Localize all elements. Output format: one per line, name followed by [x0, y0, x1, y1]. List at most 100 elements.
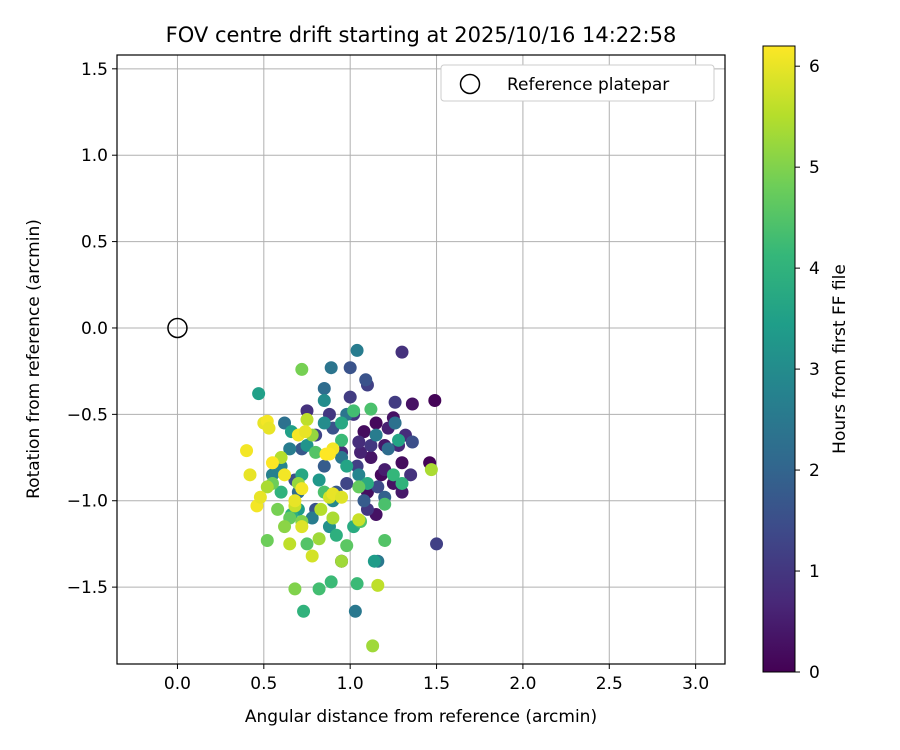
data-point	[335, 416, 349, 430]
data-point	[395, 456, 409, 470]
data-point	[364, 402, 378, 416]
y-tick-label: 0.0	[81, 319, 108, 339]
x-tick-label: 0.0	[164, 674, 191, 694]
x-axis-label: Angular distance from reference (arcmin)	[245, 707, 597, 727]
data-point	[381, 442, 395, 456]
data-point	[283, 442, 297, 456]
data-point	[335, 554, 349, 568]
data-point	[369, 428, 383, 442]
data-point	[317, 394, 331, 408]
reference-platepar-marker	[167, 317, 188, 339]
data-point	[352, 468, 366, 482]
data-points	[240, 343, 444, 653]
data-point	[278, 416, 292, 430]
data-point	[357, 425, 371, 439]
data-point	[335, 433, 349, 447]
data-point	[428, 394, 442, 408]
data-point	[300, 438, 314, 452]
data-point	[350, 577, 364, 591]
data-point	[357, 494, 371, 508]
data-point	[300, 413, 314, 427]
data-point	[354, 445, 368, 459]
x-tick-label: 1.0	[337, 674, 364, 694]
data-point	[378, 533, 392, 547]
colorbar-tick-label: 3	[809, 360, 820, 380]
data-point	[326, 511, 340, 525]
plot-area-background	[117, 55, 725, 664]
data-point	[348, 604, 362, 618]
data-point	[340, 539, 354, 553]
y-tick-label: −1.0	[67, 492, 108, 512]
data-point	[364, 451, 378, 465]
data-point	[314, 502, 328, 516]
data-point	[262, 421, 276, 435]
colorbar-tick-label: 1	[809, 562, 820, 582]
data-point	[298, 425, 312, 439]
legend-entry: Reference platepar	[507, 75, 669, 95]
data-point	[404, 468, 418, 482]
data-point	[278, 468, 292, 482]
y-axis-ticks: −1.5 −1.0 −0.5 0.0 0.5 1.0 1.5	[67, 60, 117, 598]
x-tick-label: 0.5	[250, 674, 277, 694]
data-point	[386, 468, 400, 482]
data-point	[359, 373, 373, 387]
x-tick-label: 2.5	[596, 674, 623, 694]
data-point	[324, 575, 338, 589]
data-point	[252, 387, 266, 401]
data-point	[271, 502, 285, 516]
data-point	[395, 476, 409, 490]
data-point	[312, 532, 326, 546]
colorbar-tick-label: 2	[809, 461, 820, 481]
colorbar	[762, 45, 796, 673]
data-point	[343, 390, 357, 404]
legend: Reference platepar	[440, 64, 715, 102]
y-tick-label: 1.0	[81, 146, 108, 166]
colorbar-tick-label: 6	[809, 57, 820, 77]
data-point	[240, 444, 254, 458]
x-tick-label: 3.0	[682, 674, 709, 694]
data-point	[305, 549, 319, 563]
data-point	[260, 533, 274, 547]
data-point	[260, 480, 274, 494]
data-point	[253, 490, 267, 504]
data-point	[288, 582, 302, 596]
y-tick-label: −1.5	[67, 578, 108, 598]
data-point	[395, 345, 409, 359]
chart-title: FOV centre drift starting at 2025/10/16 …	[166, 23, 677, 47]
data-point	[392, 433, 406, 447]
y-axis-label: Rotation from reference (arcmin)	[24, 219, 44, 499]
data-point	[265, 456, 279, 470]
colorbar-tick-label: 5	[809, 158, 820, 178]
data-point	[430, 537, 444, 551]
data-point	[295, 362, 309, 376]
data-point	[366, 639, 380, 653]
data-point	[371, 578, 385, 592]
data-point	[405, 435, 419, 449]
y-tick-label: −0.5	[67, 405, 108, 425]
data-point	[295, 482, 309, 496]
data-point	[369, 416, 383, 430]
data-point	[317, 459, 331, 473]
colorbar-label: Hours from first FF file	[830, 264, 850, 454]
data-point	[343, 361, 357, 375]
data-point	[405, 397, 419, 411]
data-point	[329, 528, 343, 542]
data-point	[300, 537, 314, 551]
data-point	[347, 404, 361, 418]
data-point	[274, 485, 288, 499]
data-point	[317, 416, 331, 430]
data-point	[288, 494, 302, 508]
data-point	[352, 480, 366, 494]
data-point	[305, 511, 319, 525]
data-point	[352, 513, 366, 527]
data-point	[378, 497, 392, 511]
plot-frame	[116, 54, 726, 665]
data-point	[340, 476, 354, 490]
x-tick-label: 2.0	[509, 674, 536, 694]
data-point	[388, 416, 402, 430]
data-point	[424, 463, 438, 477]
legend-marker-icon	[459, 73, 481, 95]
data-point	[364, 438, 378, 452]
legend-box	[440, 64, 715, 102]
